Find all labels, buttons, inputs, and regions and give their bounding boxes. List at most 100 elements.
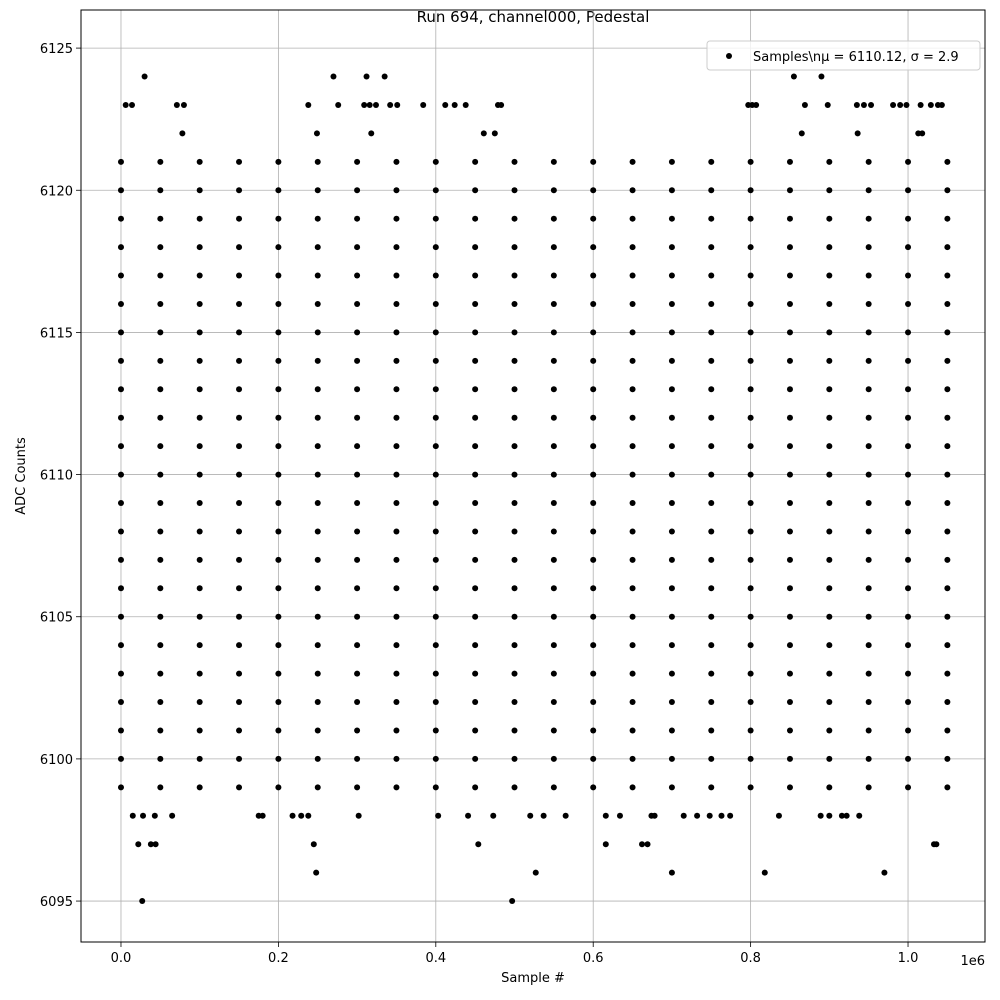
point xyxy=(117,215,124,222)
point xyxy=(354,670,361,677)
point xyxy=(668,414,675,421)
point xyxy=(826,500,833,507)
point xyxy=(472,329,479,336)
point xyxy=(616,812,623,819)
point xyxy=(314,300,321,307)
point xyxy=(393,414,400,421)
point xyxy=(393,613,400,620)
point xyxy=(944,500,951,507)
chart-title: Run 694, channel000, Pedestal xyxy=(417,8,650,26)
point xyxy=(865,272,872,279)
point xyxy=(157,329,164,336)
point xyxy=(865,642,872,649)
point xyxy=(511,699,518,706)
point xyxy=(933,841,940,848)
point xyxy=(944,699,951,706)
point xyxy=(117,300,124,307)
point xyxy=(708,670,715,677)
point xyxy=(747,642,754,649)
point xyxy=(826,784,833,791)
x-offset-label: 1e6 xyxy=(960,954,985,969)
point xyxy=(826,727,833,734)
point xyxy=(826,215,833,222)
point xyxy=(236,300,243,307)
point xyxy=(196,585,203,592)
point xyxy=(865,784,872,791)
point xyxy=(393,699,400,706)
point xyxy=(905,727,912,734)
point xyxy=(629,500,636,507)
y-axis-label: ADC Counts xyxy=(14,437,29,515)
x-tick-label: 0.0 xyxy=(111,951,132,966)
point xyxy=(890,101,897,108)
point xyxy=(651,812,658,819)
point xyxy=(196,272,203,279)
point xyxy=(393,300,400,307)
point xyxy=(786,528,793,535)
point xyxy=(432,755,439,762)
point xyxy=(432,158,439,165)
point xyxy=(314,357,321,364)
point xyxy=(354,642,361,649)
point xyxy=(141,73,148,80)
point xyxy=(135,841,142,848)
point xyxy=(826,414,833,421)
point xyxy=(275,357,282,364)
point xyxy=(786,500,793,507)
point xyxy=(465,812,472,819)
point xyxy=(305,812,312,819)
point xyxy=(393,215,400,222)
point xyxy=(944,784,951,791)
point xyxy=(590,727,597,734)
point xyxy=(236,357,243,364)
point xyxy=(314,556,321,563)
point xyxy=(853,101,860,108)
point xyxy=(944,414,951,421)
point xyxy=(511,187,518,194)
point xyxy=(865,613,872,620)
point xyxy=(550,528,557,535)
point xyxy=(629,158,636,165)
point xyxy=(451,101,458,108)
point xyxy=(157,443,164,450)
point xyxy=(668,386,675,393)
point xyxy=(314,585,321,592)
point xyxy=(196,187,203,194)
point xyxy=(393,272,400,279)
point xyxy=(275,727,282,734)
point xyxy=(944,585,951,592)
point xyxy=(747,414,754,421)
point xyxy=(275,158,282,165)
point xyxy=(393,500,400,507)
point xyxy=(905,642,912,649)
y-tick-label: 6125 xyxy=(40,42,73,57)
y-tick-label: 6120 xyxy=(40,184,73,199)
point xyxy=(511,784,518,791)
point xyxy=(944,613,951,620)
point xyxy=(786,187,793,194)
point xyxy=(590,386,597,393)
point xyxy=(259,812,266,819)
point xyxy=(905,471,912,478)
point xyxy=(826,699,833,706)
point xyxy=(511,215,518,222)
point xyxy=(387,101,394,108)
point xyxy=(275,329,282,336)
x-tick-label: 0.2 xyxy=(268,951,289,966)
point xyxy=(275,670,282,677)
point xyxy=(856,812,863,819)
point xyxy=(826,471,833,478)
point xyxy=(708,613,715,620)
point xyxy=(747,244,754,251)
point xyxy=(236,727,243,734)
point xyxy=(590,642,597,649)
point xyxy=(826,642,833,649)
point xyxy=(826,556,833,563)
point xyxy=(927,101,934,108)
point xyxy=(708,329,715,336)
point xyxy=(372,101,379,108)
point xyxy=(157,699,164,706)
point xyxy=(944,727,951,734)
point xyxy=(590,755,597,762)
point xyxy=(865,414,872,421)
